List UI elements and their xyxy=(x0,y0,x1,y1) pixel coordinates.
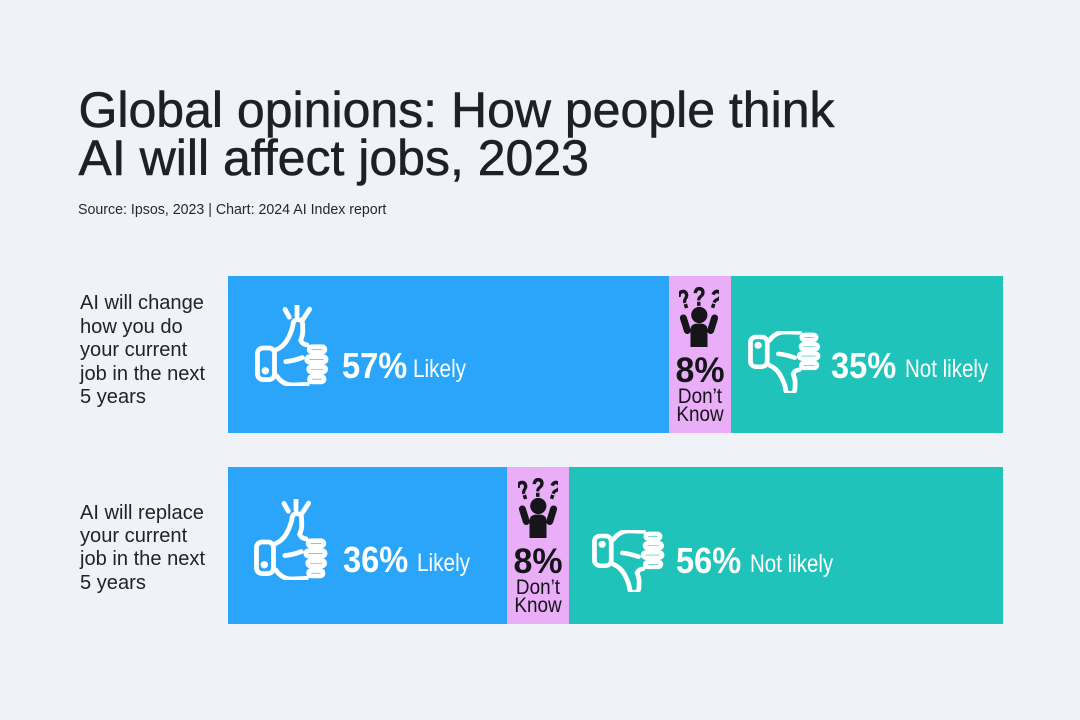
svg-text:?: ? xyxy=(544,478,558,506)
svg-text:?: ? xyxy=(693,287,706,311)
svg-text:?: ? xyxy=(705,287,719,315)
svg-text:?: ? xyxy=(532,478,545,502)
